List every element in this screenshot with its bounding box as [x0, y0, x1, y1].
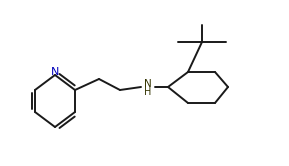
Text: N: N [144, 79, 152, 89]
Text: H: H [144, 87, 152, 97]
Text: N: N [51, 67, 59, 77]
